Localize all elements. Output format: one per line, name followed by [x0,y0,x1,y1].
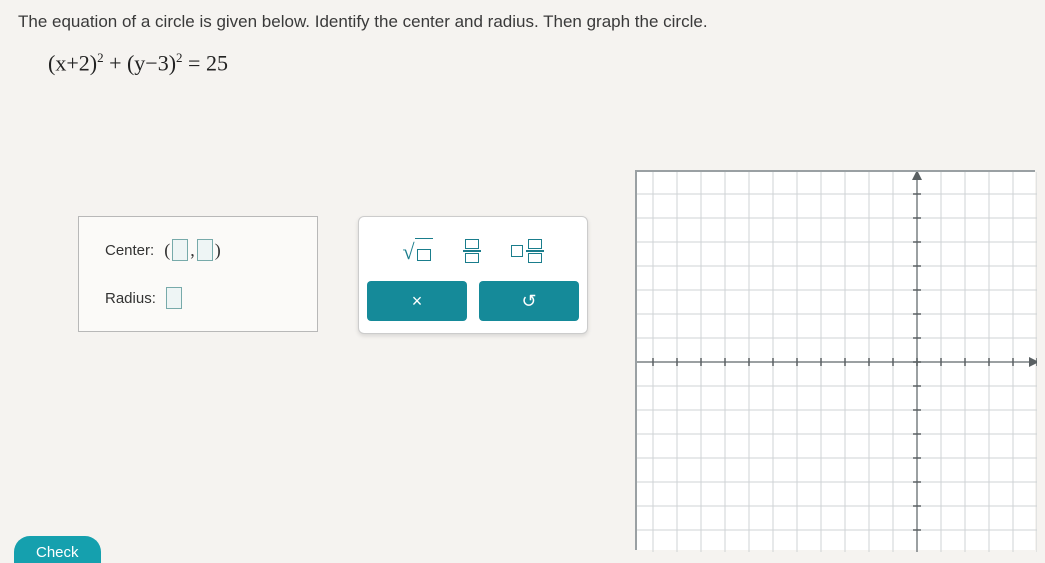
tool-symbol-row: √ [367,225,579,281]
radius-row: Radius: [105,287,291,309]
equation-display: (x+2)2 + (y−3)2 = 25 [48,50,1027,76]
answer-box: Center: ( , ) Radius: [78,216,318,332]
check-button[interactable]: Check [14,536,101,563]
reset-button[interactable]: ↺ [479,281,579,321]
coordinate-grid-icon [637,172,1037,552]
math-tool-panel: √ × ↺ [358,216,588,334]
close-paren-icon: ) [215,240,221,261]
clear-button[interactable]: × [367,281,467,321]
center-inputs: ( , ) [164,239,221,261]
mixed-fraction-tool-icon[interactable] [511,235,544,267]
open-paren-icon: ( [164,240,170,261]
center-x-input[interactable] [172,239,188,261]
graph-panel[interactable] [635,170,1035,550]
center-row: Center: ( , ) [105,239,291,261]
fraction-tool-icon[interactable] [463,235,481,267]
comma-icon: , [190,240,195,261]
radius-input[interactable] [166,287,182,309]
radius-label: Radius: [105,290,156,307]
question-text: The equation of a circle is given below.… [18,12,1027,32]
tool-button-row: × ↺ [367,281,579,325]
center-y-input[interactable] [197,239,213,261]
sqrt-tool-icon[interactable]: √ [402,235,432,267]
center-label: Center: [105,242,154,259]
